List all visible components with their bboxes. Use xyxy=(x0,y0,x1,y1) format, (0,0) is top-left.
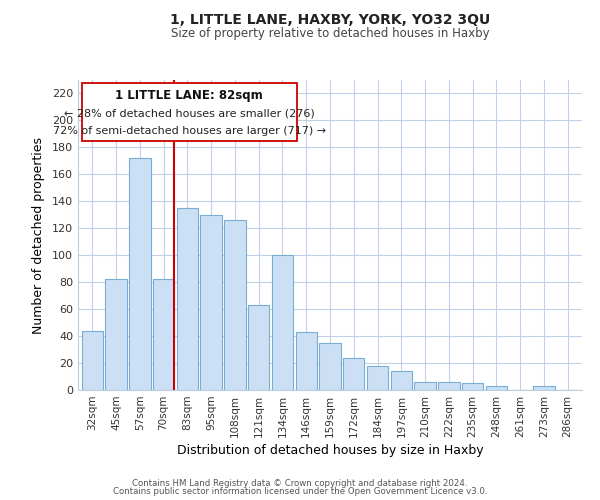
Text: ← 28% of detached houses are smaller (276): ← 28% of detached houses are smaller (27… xyxy=(64,108,314,118)
Bar xyxy=(224,220,245,390)
Bar xyxy=(343,358,364,390)
Bar xyxy=(319,343,341,390)
Bar xyxy=(438,382,460,390)
Text: Contains public sector information licensed under the Open Government Licence v3: Contains public sector information licen… xyxy=(113,488,487,496)
Text: Size of property relative to detached houses in Haxby: Size of property relative to detached ho… xyxy=(170,28,490,40)
Text: 1 LITTLE LANE: 82sqm: 1 LITTLE LANE: 82sqm xyxy=(115,89,263,102)
Bar xyxy=(106,280,127,390)
Text: 1, LITTLE LANE, HAXBY, YORK, YO32 3QU: 1, LITTLE LANE, HAXBY, YORK, YO32 3QU xyxy=(170,12,490,26)
Bar xyxy=(533,386,554,390)
Bar xyxy=(129,158,151,390)
Bar xyxy=(272,255,293,390)
X-axis label: Distribution of detached houses by size in Haxby: Distribution of detached houses by size … xyxy=(176,444,484,457)
Bar xyxy=(296,332,317,390)
Bar xyxy=(415,382,436,390)
Bar xyxy=(82,330,103,390)
Bar xyxy=(176,208,198,390)
FancyBboxPatch shape xyxy=(82,82,297,140)
Bar xyxy=(391,371,412,390)
Bar xyxy=(462,384,484,390)
Bar xyxy=(248,305,269,390)
Text: 72% of semi-detached houses are larger (717) →: 72% of semi-detached houses are larger (… xyxy=(53,126,326,136)
Text: Contains HM Land Registry data © Crown copyright and database right 2024.: Contains HM Land Registry data © Crown c… xyxy=(132,478,468,488)
Bar xyxy=(200,215,222,390)
Bar xyxy=(153,280,174,390)
Bar xyxy=(367,366,388,390)
Bar xyxy=(486,386,507,390)
Y-axis label: Number of detached properties: Number of detached properties xyxy=(32,136,45,334)
